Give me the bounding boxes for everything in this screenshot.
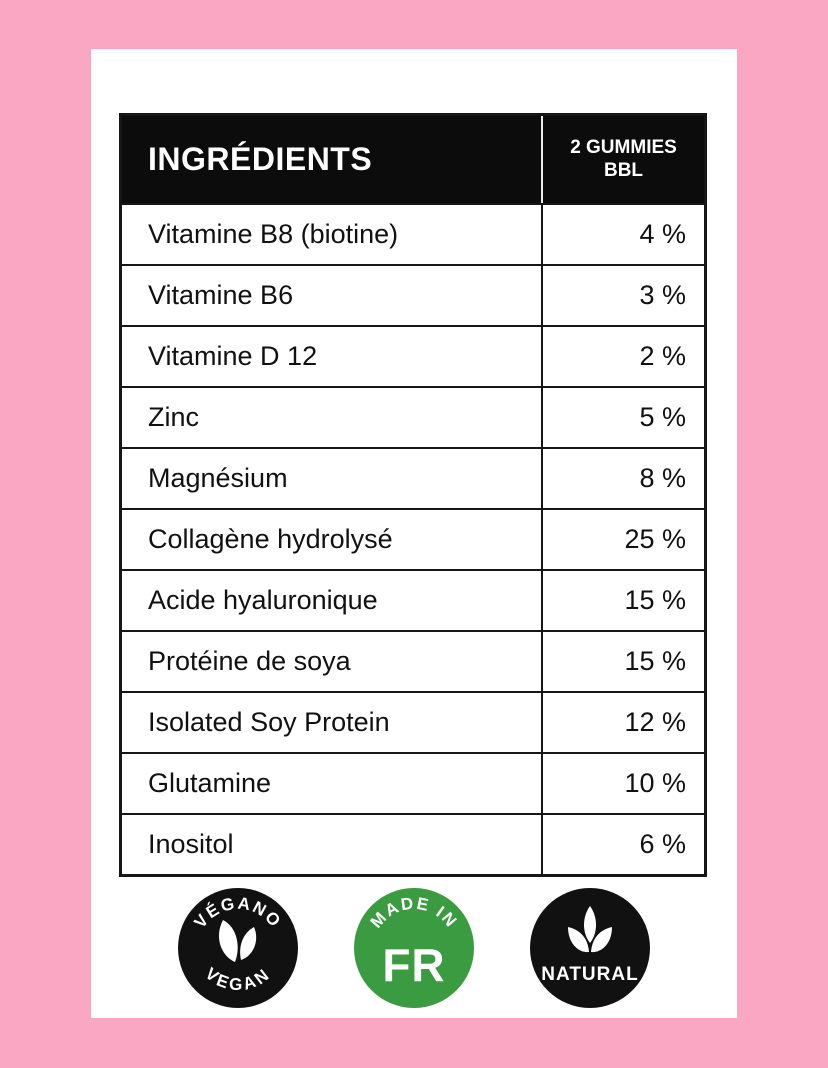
made-in-fr-badge-circle bbox=[354, 888, 474, 1008]
ingredient-value: 15 % bbox=[541, 571, 704, 630]
ingredient-name: Acide hyaluronique bbox=[148, 585, 378, 615]
ingredient-name: Glutamine bbox=[148, 768, 272, 798]
ingredient-name: Vitamine B6 bbox=[148, 280, 294, 310]
natural-badge-circle bbox=[530, 888, 650, 1008]
ingredients-table: INGRÉDIENTS 2 GUMMIES BBL Vitamine B8 (b… bbox=[119, 113, 707, 877]
ingredient-name: Vitamine B8 (biotine) bbox=[148, 219, 399, 249]
ingredient-name: Magnésium bbox=[148, 463, 288, 493]
ingredient-value: 12 % bbox=[541, 693, 704, 752]
label-card: INGRÉDIENTS 2 GUMMIES BBL Vitamine B8 (b… bbox=[91, 49, 737, 1018]
table-row: Inositol 6 % bbox=[122, 813, 704, 874]
table-row: Magnésium 8 % bbox=[122, 447, 704, 508]
table-row: Zinc 5 % bbox=[122, 386, 704, 447]
ingredient-value: 4 % bbox=[541, 205, 704, 264]
ingredient-value: 10 % bbox=[541, 754, 704, 813]
ingredient-value: 25 % bbox=[541, 510, 704, 569]
table-row: Glutamine 10 % bbox=[122, 752, 704, 813]
natural-badge-label: NATURAL bbox=[541, 964, 638, 985]
natural-badge: NATURAL bbox=[530, 888, 650, 1008]
ingredient-name: Collagène hydrolysé bbox=[148, 524, 393, 554]
table-row: Vitamine B6 3 % bbox=[122, 264, 704, 325]
ingredient-value: 8 % bbox=[541, 449, 704, 508]
ingredient-name: Isolated Soy Protein bbox=[148, 707, 390, 737]
ingredient-value: 2 % bbox=[541, 327, 704, 386]
table-row: Vitamine B8 (biotine) 4 % bbox=[122, 203, 704, 264]
ingredient-name: Zinc bbox=[148, 402, 200, 432]
table-row: Acide hyaluronique 15 % bbox=[122, 569, 704, 630]
header-amount-line2: BBL bbox=[603, 159, 644, 181]
ingredient-name: Vitamine D 12 bbox=[148, 341, 318, 371]
two-leaves-icon bbox=[218, 920, 257, 962]
table-row: Vitamine D 12 2 % bbox=[122, 325, 704, 386]
header-amount-line1: 2 GUMMIES bbox=[570, 136, 677, 158]
table-row: Protéine de soya 15 % bbox=[122, 630, 704, 691]
vegan-badge: VÉGANO VEGAN bbox=[178, 888, 298, 1008]
ingredient-value: 15 % bbox=[541, 632, 704, 691]
table-row: Collagène hydrolysé 25 % bbox=[122, 508, 704, 569]
ingredient-name: Inositol bbox=[148, 829, 234, 859]
ingredient-value: 5 % bbox=[541, 388, 704, 447]
sprout-icon bbox=[568, 906, 612, 953]
vegan-badge-circle bbox=[178, 888, 298, 1008]
ingredient-value: 3 % bbox=[541, 266, 704, 325]
ingredient-value: 6 % bbox=[541, 815, 704, 874]
ingredient-name: Protéine de soya bbox=[148, 646, 351, 676]
made-in-fr-badge: MADE IN FR bbox=[354, 888, 474, 1008]
table-row: Isolated Soy Protein 12 % bbox=[122, 691, 704, 752]
header-ingredients: INGRÉDIENTS bbox=[148, 141, 373, 177]
certification-badges: VÉGANO VEGAN MADE IN FR NATURAL bbox=[91, 888, 737, 1008]
header-amount: 2 GUMMIES BBL bbox=[541, 116, 704, 203]
table-header: INGRÉDIENTS 2 GUMMIES BBL bbox=[122, 116, 704, 203]
made-in-fr-center-text: FR bbox=[382, 939, 445, 991]
